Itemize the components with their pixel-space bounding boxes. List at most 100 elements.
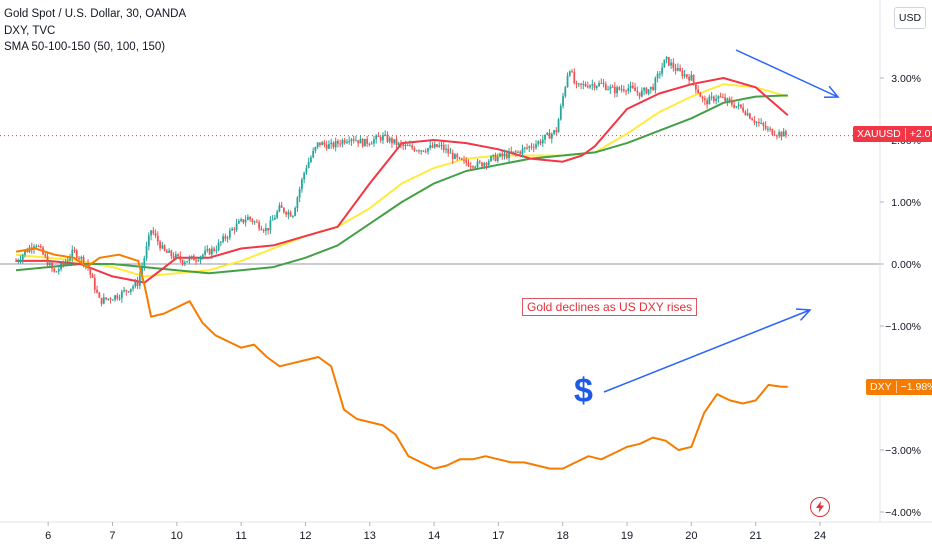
- candle-down: [776, 135, 778, 137]
- candle-down: [494, 154, 497, 161]
- candle-down: [573, 71, 576, 84]
- candle-down: [519, 151, 522, 154]
- candle-down: [337, 141, 339, 144]
- candle-up: [591, 84, 594, 86]
- candle-down: [233, 228, 236, 230]
- candle-up: [429, 145, 432, 149]
- candle-up: [620, 89, 623, 91]
- legend-sma-indicator[interactable]: SMA 50-100-150 (50, 100, 150): [4, 41, 166, 53]
- candle-up: [661, 67, 663, 74]
- candle-down: [255, 221, 258, 223]
- candle-up: [301, 179, 303, 190]
- candle-up: [546, 132, 549, 135]
- candle-down: [679, 68, 682, 71]
- candle-down: [721, 97, 724, 99]
- candle-up: [440, 144, 443, 146]
- candle-up: [129, 288, 132, 292]
- candle-down: [447, 148, 450, 154]
- x-tick-label: 14: [428, 530, 440, 542]
- candle-up: [415, 150, 418, 152]
- candles-layer: [15, 55, 787, 307]
- candle-down: [586, 86, 589, 88]
- candle-up: [737, 104, 740, 107]
- candle-up: [427, 148, 429, 152]
- candle-up: [690, 74, 693, 81]
- candle-down: [460, 158, 463, 160]
- candle-down: [93, 277, 96, 290]
- candle-down: [91, 274, 94, 278]
- candle-up: [294, 207, 297, 216]
- candle-down: [116, 295, 119, 299]
- candle-down: [652, 86, 654, 90]
- candle-up: [240, 219, 243, 222]
- candle-up: [328, 144, 330, 149]
- candle-up: [490, 156, 492, 162]
- candle-up: [598, 83, 600, 87]
- x-tick-label: 19: [621, 530, 633, 542]
- candle-down: [249, 216, 252, 220]
- candle-up: [312, 150, 315, 158]
- candle-down: [289, 212, 292, 217]
- candle-up: [66, 260, 69, 262]
- dollar-sign-icon[interactable]: $: [574, 372, 593, 410]
- candle-up: [219, 241, 222, 243]
- candle-up: [607, 89, 609, 91]
- candle-up: [84, 263, 87, 265]
- candle-down: [96, 289, 98, 293]
- annotation-text[interactable]: Gold declines as US DXY rises: [522, 298, 698, 316]
- candle-down: [170, 250, 173, 256]
- candle-down: [501, 153, 504, 157]
- dxy-up-arrow: [603, 309, 811, 393]
- candle-down: [730, 100, 733, 105]
- dxy-badge-symbol: DXY: [870, 381, 892, 393]
- currency-unit-button[interactable]: USD: [894, 7, 926, 29]
- candle-down: [100, 297, 103, 304]
- candle-up: [658, 73, 661, 75]
- candle-down: [109, 298, 112, 300]
- dxy-line: [15, 247, 788, 470]
- candle-up: [523, 147, 526, 149]
- x-tick-label: 17: [492, 530, 504, 542]
- y-tick-label: 0.00%: [891, 259, 921, 271]
- candle-up: [60, 262, 62, 270]
- legend-main-symbol[interactable]: Gold Spot / U.S. Dollar, 30, OANDA: [4, 8, 187, 20]
- candle-up: [476, 161, 479, 168]
- candle-down: [638, 92, 641, 97]
- candle-down: [251, 219, 254, 223]
- candle-down: [618, 87, 621, 90]
- candle-up: [206, 249, 209, 251]
- candle-down: [667, 57, 670, 66]
- sma-layer: [15, 77, 789, 284]
- candle-down: [694, 82, 697, 90]
- candle-up: [550, 133, 553, 139]
- arrows-layer: [603, 49, 840, 393]
- y-tick-label: −1.00%: [885, 321, 921, 333]
- candle-up: [188, 257, 191, 262]
- candle-down: [105, 297, 107, 300]
- candle-up: [589, 85, 591, 88]
- candle-up: [226, 237, 229, 239]
- candle-up: [755, 121, 758, 123]
- candle-up: [350, 139, 353, 142]
- candle-down: [636, 91, 639, 93]
- candle-up: [582, 84, 585, 86]
- candle-down: [762, 122, 765, 126]
- candle-down: [467, 162, 470, 167]
- candle-up: [670, 62, 672, 66]
- candle-down: [701, 96, 704, 99]
- candle-down: [357, 140, 360, 144]
- legend-dxy-symbol[interactable]: DXY, TVC: [4, 24, 56, 37]
- candle-up: [269, 220, 272, 231]
- candle-up: [228, 230, 231, 238]
- candle-down: [26, 251, 29, 253]
- candle-down: [472, 166, 474, 168]
- candle-up: [168, 250, 170, 253]
- candle-up: [111, 299, 114, 301]
- candle-down: [719, 96, 722, 98]
- x-tick-label: 13: [364, 530, 376, 542]
- lightning-icon[interactable]: [810, 497, 830, 517]
- candle-up: [321, 142, 324, 146]
- candle-up: [264, 228, 267, 231]
